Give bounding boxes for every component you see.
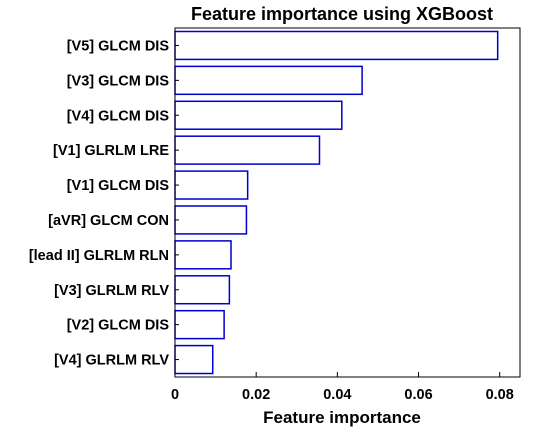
x-tick-label: 0.06 — [404, 387, 432, 403]
bar — [174, 100, 343, 130]
category-label: [V4] GLCM DIS — [67, 108, 170, 124]
bars-group — [174, 30, 499, 375]
bar — [174, 65, 363, 96]
category-label: [V2] GLCM DIS — [67, 318, 170, 334]
x-axis-label: Feature importance — [263, 408, 421, 427]
bar — [174, 344, 214, 375]
category-label: [V4] GLRLM RLV — [54, 353, 169, 369]
category-label: [V1] GLRLM LRE — [53, 143, 169, 159]
category-label: [V3] GLCM DIS — [67, 73, 170, 89]
bar — [174, 309, 225, 340]
bar — [174, 205, 248, 235]
bar — [174, 275, 231, 305]
category-label: [aVR] GLCM CON — [48, 213, 169, 229]
bar — [174, 240, 232, 270]
category-labels: [V5] GLCM DIS [V3] GLCM DIS [V4] GLCM DIS [… — [29, 38, 179, 369]
x-axis-ticks: 0 0.02 0.04 0.06 0.08 — [171, 372, 514, 403]
x-tick-label: 0.04 — [323, 387, 351, 403]
bar — [174, 135, 321, 165]
category-label: [V1] GLCM DIS — [67, 178, 170, 194]
x-tick-label: 0.08 — [486, 387, 514, 403]
axes-box — [174, 27, 521, 378]
chart-title: Feature importance using XGBoost — [191, 4, 493, 24]
bar — [174, 30, 499, 61]
category-label: [lead II] GLRLM RLN — [29, 248, 169, 264]
x-tick-label: 0 — [171, 387, 179, 403]
category-label: [V3] GLRLM RLV — [54, 283, 169, 299]
x-tick-label: 0.02 — [242, 387, 270, 403]
bar — [174, 170, 249, 200]
category-label: [V5] GLCM DIS — [67, 38, 170, 54]
